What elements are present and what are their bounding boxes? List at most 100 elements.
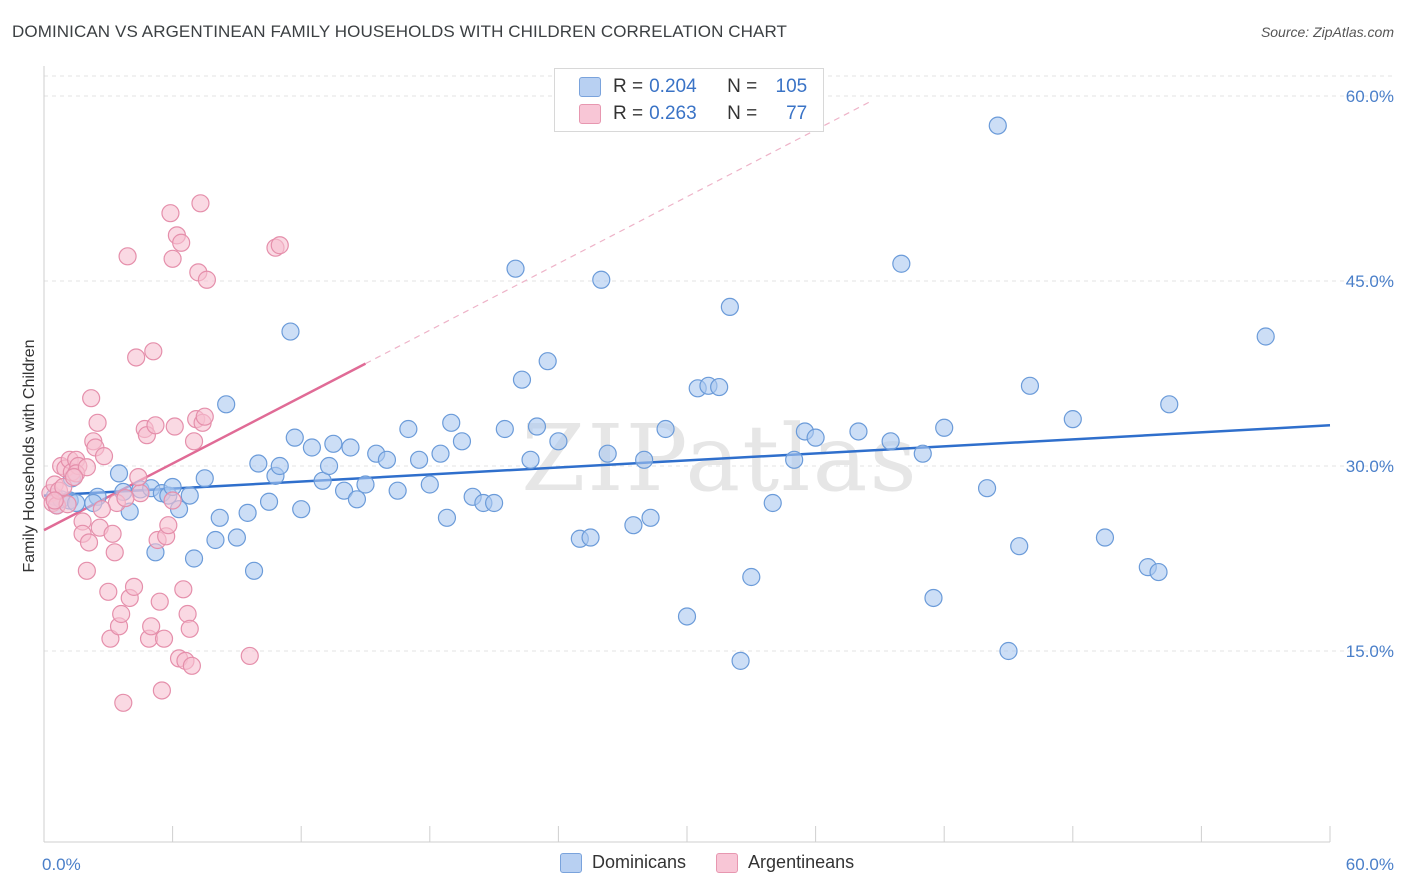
dominican-point	[763, 493, 782, 513]
dominican-point	[244, 561, 264, 580]
argentinean-point	[144, 342, 163, 361]
n-label: N =	[727, 76, 758, 97]
dominican-point	[521, 450, 540, 469]
argentinean-point	[270, 236, 289, 255]
x-tick-label: 0.0%	[42, 855, 81, 874]
dominican-point	[581, 528, 600, 547]
argentinean-point	[82, 389, 101, 408]
dominican-point	[324, 434, 343, 453]
dominican-point	[527, 417, 547, 436]
argentinean-point	[195, 407, 214, 426]
argentinean-point	[163, 491, 182, 510]
dominican-point	[999, 641, 1018, 661]
axes	[43, 66, 1331, 843]
dominican-point	[334, 481, 354, 500]
argentinean-point	[129, 468, 148, 487]
argentinean-point	[142, 617, 161, 636]
argentinean-point	[114, 693, 133, 712]
n-label: N =	[727, 103, 758, 124]
blue-swatch-icon	[579, 77, 601, 97]
dominican-point	[180, 486, 199, 505]
dominican-point	[1020, 376, 1040, 395]
argentinean-point	[197, 270, 216, 289]
argentinean-point	[172, 233, 191, 252]
argentinean-point	[127, 348, 146, 367]
argentinean-point	[92, 500, 111, 519]
argentinean-point	[174, 580, 193, 599]
argentinean-point	[146, 416, 165, 435]
legend-row-dominicans: R = 0.204 N = 105	[579, 74, 807, 100]
r-label: R =	[613, 103, 644, 124]
pink-swatch-icon	[716, 852, 739, 873]
dominican-point	[238, 503, 257, 522]
y-axis-label: Family Households with Children	[21, 340, 38, 573]
dominican-point	[217, 395, 236, 414]
dominican-point	[285, 428, 304, 447]
legend-label: Dominicans	[592, 852, 687, 872]
argentinean-point	[163, 249, 182, 268]
argentinean-point	[103, 524, 122, 543]
dominican-point	[319, 456, 339, 476]
dominican-point	[988, 116, 1007, 135]
argentinean-point	[152, 681, 171, 700]
dominican-point	[206, 530, 225, 550]
dominican-point	[431, 444, 450, 463]
dominican-point	[195, 469, 214, 488]
n-value: 105	[775, 76, 808, 97]
dominican-point	[377, 450, 397, 469]
y-tick-label: 45.0%	[1346, 272, 1394, 291]
r-label: R =	[613, 76, 644, 97]
dominican-point	[302, 438, 322, 457]
series-legend: Dominicans Argentineans	[560, 852, 884, 873]
legend-item-argentineans[interactable]: Argentineans	[716, 852, 854, 873]
dominican-point	[935, 418, 954, 437]
argentinean-point	[124, 577, 144, 596]
chart-title: DOMINICAN VS ARGENTINEAN FAMILY HOUSEHOL…	[12, 22, 788, 41]
argentinean-point	[116, 488, 135, 508]
dominican-point	[977, 479, 997, 498]
dominican-point	[495, 419, 514, 439]
x-tick-label: 60.0%	[1346, 855, 1394, 874]
dominican-point	[281, 322, 300, 341]
dominican-point	[109, 464, 129, 483]
dominican-point	[641, 508, 660, 527]
legend-item-dominicans[interactable]: Dominicans	[560, 852, 686, 873]
y-tick-label: 30.0%	[1346, 457, 1394, 476]
dominican-point	[624, 516, 643, 535]
dominican-point	[1256, 327, 1275, 346]
argentinean-point	[118, 247, 137, 266]
dominican-point	[892, 254, 911, 273]
dominican-point	[881, 432, 900, 451]
tick-labels: 15.0% 30.0% 45.0% 60.0% 0.0% 60.0%	[42, 87, 1394, 874]
dominican-point	[656, 419, 675, 439]
dominican-point	[742, 567, 761, 587]
dominican-point	[442, 413, 461, 432]
correlation-legend: R = 0.204 N = 105 R = 0.263 N = 77	[554, 68, 824, 132]
dominican-point	[1160, 395, 1179, 414]
argentinean-point	[45, 491, 64, 510]
dominican-point	[356, 475, 375, 494]
r-value: 0.204	[649, 76, 697, 97]
argentinean-point	[178, 604, 197, 624]
dominican-point	[677, 607, 697, 626]
dominican-point	[720, 297, 739, 316]
dominican-point	[538, 352, 557, 371]
dominican-point	[785, 450, 804, 469]
dominican-point	[1095, 528, 1115, 547]
legend-label: Argentineans	[748, 852, 855, 872]
argentinean-point	[101, 629, 120, 648]
argentinean-point	[131, 484, 150, 503]
argentinean-point	[154, 629, 174, 648]
dominican-point	[913, 444, 932, 463]
dominican-point	[341, 438, 360, 457]
dominican-point	[485, 493, 504, 513]
dominican-point	[437, 508, 457, 527]
argentinean-point	[105, 543, 124, 562]
dominican-point	[399, 419, 418, 439]
dominican-point	[710, 377, 729, 397]
argentinean-point	[150, 592, 169, 611]
grid-lines	[44, 75, 1394, 652]
dominican-point	[420, 475, 439, 494]
dominican-point	[635, 450, 654, 469]
dominican-point	[1010, 537, 1029, 556]
